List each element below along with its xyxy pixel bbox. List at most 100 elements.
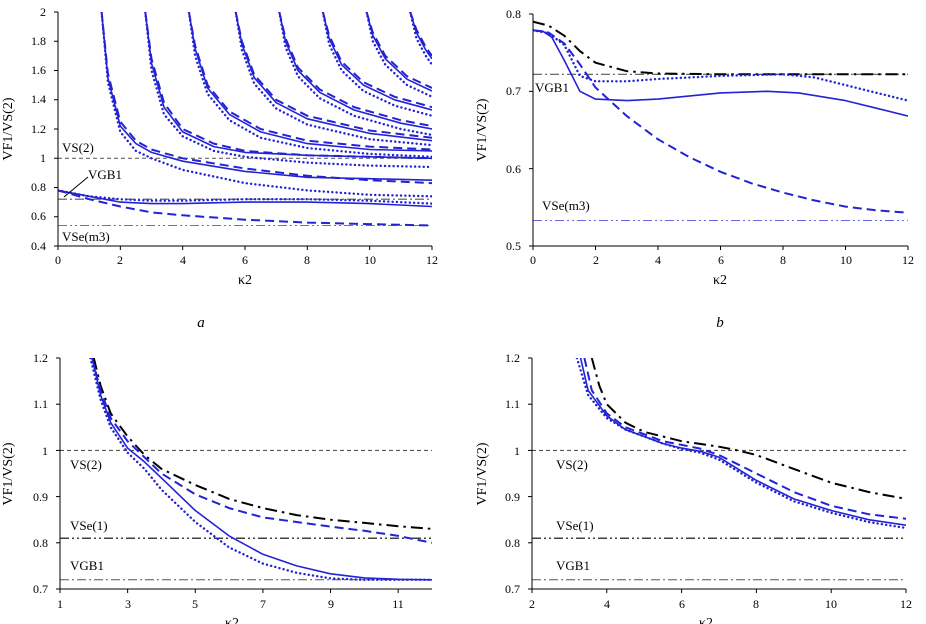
- panel-d-xtick-label: 12: [900, 597, 912, 611]
- panel-a-ylabel: VF1/VS(2): [1, 97, 16, 160]
- panel-a-xtick-label: 12: [426, 253, 438, 267]
- panel-c-xtick-label: 1: [57, 597, 63, 611]
- panel-d-xlabel: κ2: [699, 616, 713, 624]
- panel-b-xtick-label: 6: [718, 253, 724, 267]
- panel-a-ytick-label: 1.8: [31, 34, 46, 48]
- series-black-dashdot: [92, 358, 432, 530]
- panel-d-xtick-label: 2: [529, 597, 535, 611]
- panel-d-ref-label-vs2: VS(2): [556, 457, 588, 472]
- panel-b-ytick-label: 0.5: [506, 239, 521, 253]
- panel-a-xtick-label: 6: [242, 253, 248, 267]
- panel-b: 0.8 0.7 0.6 0.5 0 2 4 6 8 10 12 κ2 VF1/V…: [475, 7, 914, 331]
- panel-a-xtick-label: 10: [364, 253, 376, 267]
- panel-d-ytick-label: 0.7: [505, 582, 520, 596]
- panel-a-ref-label-vse: VSe(m3): [62, 229, 110, 244]
- panel-b-ytick-label: 0.6: [506, 162, 521, 176]
- panel-b-ylabel: VF1/VS(2): [475, 98, 490, 161]
- panel-c-ref-label-vgb1: VGB1: [70, 558, 104, 573]
- series-dotted-m3: [187, 12, 432, 159]
- panel-d-ytick-label: 0.8: [505, 536, 520, 550]
- panel-a-ytick-label: 1.2: [31, 122, 46, 136]
- panel-a-ytick-label: 1: [40, 151, 46, 165]
- panel-d-ytick-label: 1.1: [505, 397, 520, 411]
- series-dashed: [91, 358, 432, 544]
- series-dotted: [89, 358, 432, 581]
- series-solid: [579, 358, 906, 526]
- panel-a-ytick-label: 1.6: [31, 63, 46, 77]
- panel-d-ytick-label: 0.9: [505, 490, 520, 504]
- series-solid-m1: [100, 12, 432, 181]
- panel-d-ref-label-vse1: VSe(1): [556, 518, 594, 533]
- panel-b-xtick-label: 12: [902, 253, 914, 267]
- series-dotted-m8: [409, 12, 432, 66]
- series-dashed-m3: [187, 12, 432, 151]
- panel-c-ref-label-vs2: VS(2): [70, 457, 102, 472]
- panel-b-ref-label-vgb1: VGB1: [535, 80, 569, 95]
- panel-c-ylabel: VF1/VS(2): [1, 442, 16, 505]
- panel-b-axes: [529, 13, 909, 250]
- series-solid-low: [58, 189, 432, 208]
- panel-a-ytick-label: 0.6: [31, 209, 46, 223]
- panel-a-xtick-label: 0: [55, 253, 61, 267]
- panel-c-xtick-label: 11: [392, 597, 404, 611]
- series-solid-m7: [365, 12, 432, 92]
- series-dotted-m2: [144, 12, 432, 169]
- panel-c-ytick-label: 0.9: [33, 490, 48, 504]
- panel-c-xtick-label: 7: [260, 597, 266, 611]
- series-dotted-m1: [100, 12, 432, 198]
- panel-c-axes: [56, 357, 432, 593]
- panel-c-ytick-label: 1.1: [33, 397, 48, 411]
- panel-d-ylabel: VF1/VS(2): [475, 442, 490, 505]
- series-dotted: [533, 29, 908, 102]
- panel-d-refs: [532, 449, 906, 581]
- panel-a-refs: [58, 157, 432, 227]
- panel-c-ytick-label: 0.8: [33, 536, 48, 550]
- panel-a-label: a: [197, 315, 205, 331]
- panel-b-ytick-label: 0.8: [506, 7, 521, 21]
- panel-c: 1.2 1.1 1 0.9 0.8 0.7 1 3 5 7 9 11 κ2 VF…: [1, 351, 432, 624]
- series-black-dashdot: [590, 358, 906, 500]
- panel-d-ref-label-vgb1: VGB1: [556, 558, 590, 573]
- panel-d-ytick-label: 1: [514, 444, 520, 458]
- series-solid-m4: [234, 12, 432, 142]
- series-dashed-low: [58, 189, 432, 227]
- panel-a-ytick-label: 2: [40, 5, 46, 19]
- panel-d: 1.2 1.1 1 0.9 0.8 0.7 2 4 6 8 10 12 κ2 V…: [475, 351, 912, 624]
- series-dashed-m2: [144, 12, 432, 160]
- series-dashed: [533, 29, 908, 214]
- panel-b-series: [533, 20, 908, 214]
- panel-a-ref-label-vs2: VS(2): [62, 140, 94, 155]
- panel-a-xtick-label: 2: [117, 253, 123, 267]
- panel-c-xlabel: κ2: [225, 616, 239, 624]
- panel-a-ref-label-vgb1: VGB1: [88, 167, 122, 182]
- panel-d-ytick-label: 1.2: [505, 351, 520, 365]
- series-dashed: [583, 358, 906, 520]
- panel-d-series: [575, 358, 906, 530]
- series-dotted-m6: [321, 12, 432, 118]
- panel-a: 2 1.8 1.6 1.4 1.2 1 0.8 0.6 0.4 0 2 4 6 …: [1, 5, 438, 331]
- series-dashed-m7: [365, 12, 432, 89]
- series-black-dashdot: [533, 20, 908, 76]
- panel-a-xtick-label: 8: [304, 253, 310, 267]
- panel-b-label: b: [716, 315, 724, 331]
- series-dashed-m8: [409, 12, 432, 57]
- panel-c-xtick-label: 9: [328, 597, 334, 611]
- series-dotted-m7: [365, 12, 432, 99]
- panel-c-ytick-label: 1.2: [33, 351, 48, 365]
- series-dotted-m4: [234, 12, 432, 147]
- panel-a-ytick-label: 0.8: [31, 180, 46, 194]
- series-dashed-m6: [321, 12, 432, 109]
- panel-c-ytick-label: 1: [42, 444, 48, 458]
- series-solid: [533, 29, 908, 117]
- panel-d-xtick-label: 6: [679, 597, 685, 611]
- panel-a-ytick-label: 0.4: [31, 239, 46, 253]
- panel-b-xtick-label: 2: [593, 253, 599, 267]
- panel-c-refs: [60, 449, 432, 581]
- series-solid-m8: [409, 12, 432, 60]
- panel-d-xtick-label: 10: [825, 597, 837, 611]
- panel-b-xlabel: κ2: [713, 273, 727, 288]
- panel-a-vgb-pointer: [63, 176, 89, 198]
- panel-d-xtick-label: 8: [753, 597, 759, 611]
- series-dotted-m5: [278, 12, 432, 137]
